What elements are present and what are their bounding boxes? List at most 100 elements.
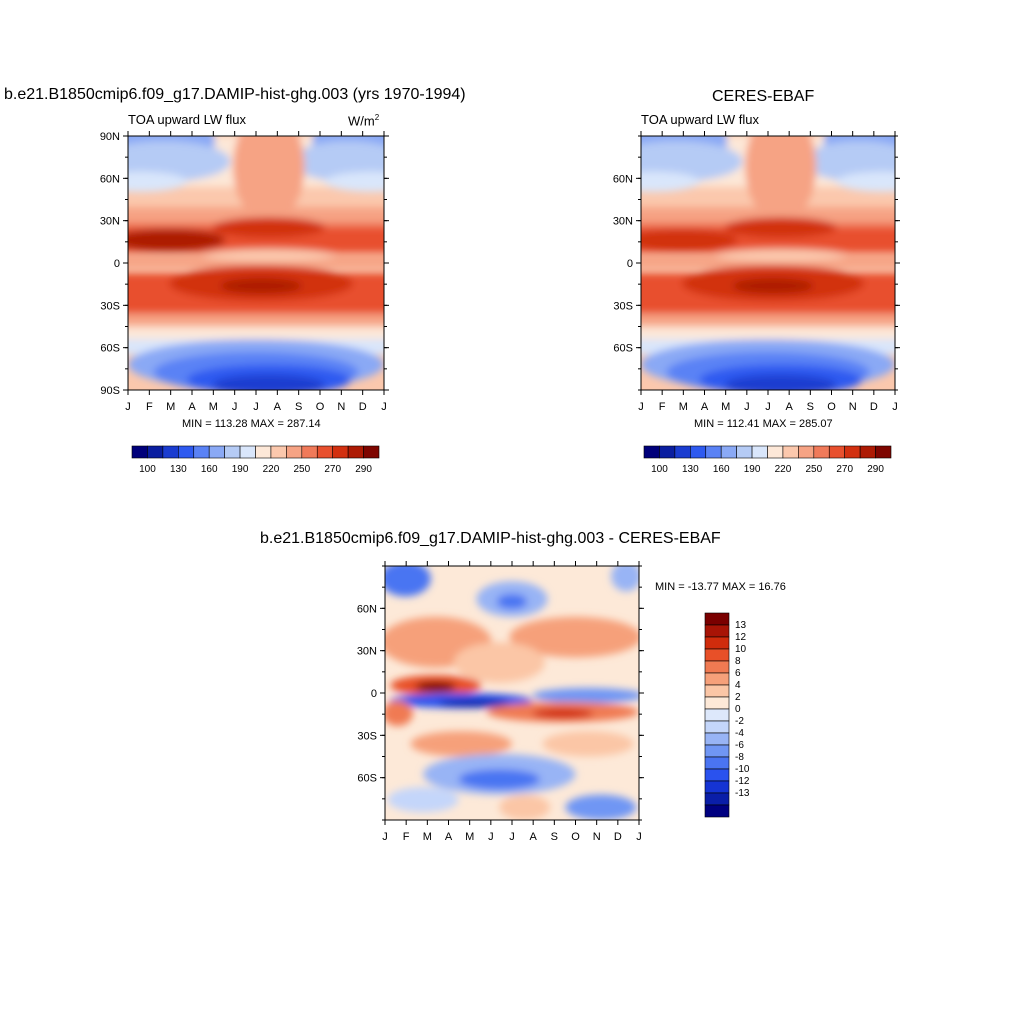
diff-colorbar-label: 4	[735, 680, 741, 691]
diff-colorbar-label: -6	[735, 740, 744, 751]
right-colorbar-cell	[736, 445, 753, 459]
diff-colorbar-cell	[704, 780, 730, 794]
left-colorbar-label: 190	[232, 464, 249, 475]
right-colorbar-label: 270	[836, 464, 853, 475]
left-colorbar-cell	[208, 445, 225, 459]
diff-colorbar-cell	[704, 612, 730, 626]
diff-xtick-label: J	[488, 831, 494, 843]
diff-xtick-label: J	[636, 831, 642, 843]
diff-colorbar-cell	[704, 804, 730, 818]
summer-tongue	[232, 136, 305, 223]
s-sub-positive-east	[542, 731, 634, 757]
s-mid-negative-core	[458, 769, 540, 790]
n-subtropical-max-west	[128, 228, 226, 252]
right-xtick-label: A	[785, 401, 793, 413]
right-colorbar-cell	[674, 445, 691, 459]
right-xtick-label: M	[721, 401, 730, 413]
diff-heatmap	[385, 566, 639, 820]
right-colorbar-label: 100	[651, 464, 668, 475]
right-colorbar-cell	[844, 445, 861, 459]
right-colorbar-cell	[720, 445, 737, 459]
right-ytick-label: 0	[627, 258, 633, 270]
west-edge-positive	[385, 700, 413, 727]
left-colorbar-cell	[224, 445, 241, 459]
diff-colorbar-cell	[704, 720, 730, 734]
left-xtick-label: J	[253, 401, 259, 413]
summer-tongue	[745, 136, 817, 223]
left-colorbar-cell	[316, 445, 333, 459]
s-sub-positive	[410, 731, 512, 757]
right-xtick-label: J	[638, 401, 644, 413]
right-xtick-label: J	[744, 401, 750, 413]
left-heatmap	[128, 136, 384, 390]
left-colorbar-cell	[178, 445, 195, 459]
diff-ytick-label: 0	[371, 688, 377, 700]
right-panel-title: CERES-EBAF	[712, 88, 815, 105]
diff-xtick-label: M	[423, 831, 432, 843]
s-cold-4	[212, 374, 326, 390]
left-xtick-label: S	[295, 401, 302, 413]
diff-colorbar-cell	[704, 660, 730, 674]
right-xtick-label: D	[870, 401, 878, 413]
left-ytick-label: 30N	[100, 216, 120, 228]
left-colorbar-cell	[301, 445, 318, 459]
right-colorbar-cell	[782, 445, 799, 459]
s-eq-positive-core	[532, 708, 594, 719]
s-subtropical-max	[732, 278, 814, 294]
right-colorbar-cell	[690, 445, 707, 459]
heatmap-contours	[641, 136, 895, 390]
right-colorbar-label: 250	[805, 464, 822, 475]
right-colorbar-cell	[798, 445, 815, 459]
diff-colorbar-cell	[704, 708, 730, 722]
right-colorbar-cell	[643, 445, 660, 459]
left-colorbar-cell	[239, 445, 256, 459]
right-colorbar-cell	[705, 445, 722, 459]
right-xtick-label: M	[679, 401, 688, 413]
right-colorbar-label: 190	[744, 464, 761, 475]
left-colorbar-label: 290	[355, 464, 372, 475]
right-ytick-label: 30S	[613, 300, 633, 312]
right-xtick-label: J	[892, 401, 898, 413]
left-colorbar-cell	[131, 445, 148, 459]
diff-colorbar-label: -8	[735, 752, 744, 763]
left-xtick-label: A	[188, 401, 196, 413]
band-s-mid	[128, 313, 384, 330]
left-colorbar-cell	[147, 445, 164, 459]
left-ytick-label: 90S	[100, 385, 120, 397]
north-ring-west	[128, 171, 187, 192]
left-colorbar-cell	[347, 445, 364, 459]
right-xtick-label: J	[765, 401, 771, 413]
diff-xtick-label: N	[593, 831, 601, 843]
diff-xtick-label: D	[614, 831, 622, 843]
left-colorbar-cell	[162, 445, 179, 459]
left-ytick-label: 0	[114, 258, 120, 270]
heatmap-contours	[128, 136, 384, 390]
diff-colorbar-cell	[704, 792, 730, 806]
left-ytick-label: 60N	[100, 173, 120, 185]
diff-colorbar-label: 12	[735, 632, 747, 643]
band-s-mid2	[641, 326, 895, 340]
diff-colorbar-label: -12	[735, 776, 750, 787]
diff-colorbar-cell	[704, 732, 730, 746]
diff-colorbar-label: 6	[735, 668, 741, 679]
right-colorbar-cell	[828, 445, 845, 459]
north-ring-west	[641, 171, 700, 192]
left-ytick-label: 90N	[100, 131, 120, 143]
north-cold-west	[641, 141, 743, 182]
right-colorbar-cell	[859, 445, 876, 459]
diff-panel-title: b.e21.B1850cmip6.f09_g17.DAMIP-hist-ghg.…	[260, 530, 721, 547]
diff-xtick-label: M	[465, 831, 474, 843]
diff-colorbar-cell	[704, 696, 730, 710]
units-superscript: 2	[374, 113, 380, 122]
left-panel-units: W/m2	[348, 113, 379, 128]
n-sub-positive	[453, 642, 546, 683]
diff-colorbar-cell	[704, 624, 730, 638]
left-xtick-label: M	[209, 401, 218, 413]
diff-colorbar-label: 13	[735, 620, 747, 631]
diff-ytick-label: 60N	[357, 603, 377, 615]
left-xtick-label: O	[316, 401, 325, 413]
left-colorbar-label: 130	[170, 464, 187, 475]
left-colorbar-cell	[270, 445, 287, 459]
left-colorbar-label: 220	[263, 464, 280, 475]
